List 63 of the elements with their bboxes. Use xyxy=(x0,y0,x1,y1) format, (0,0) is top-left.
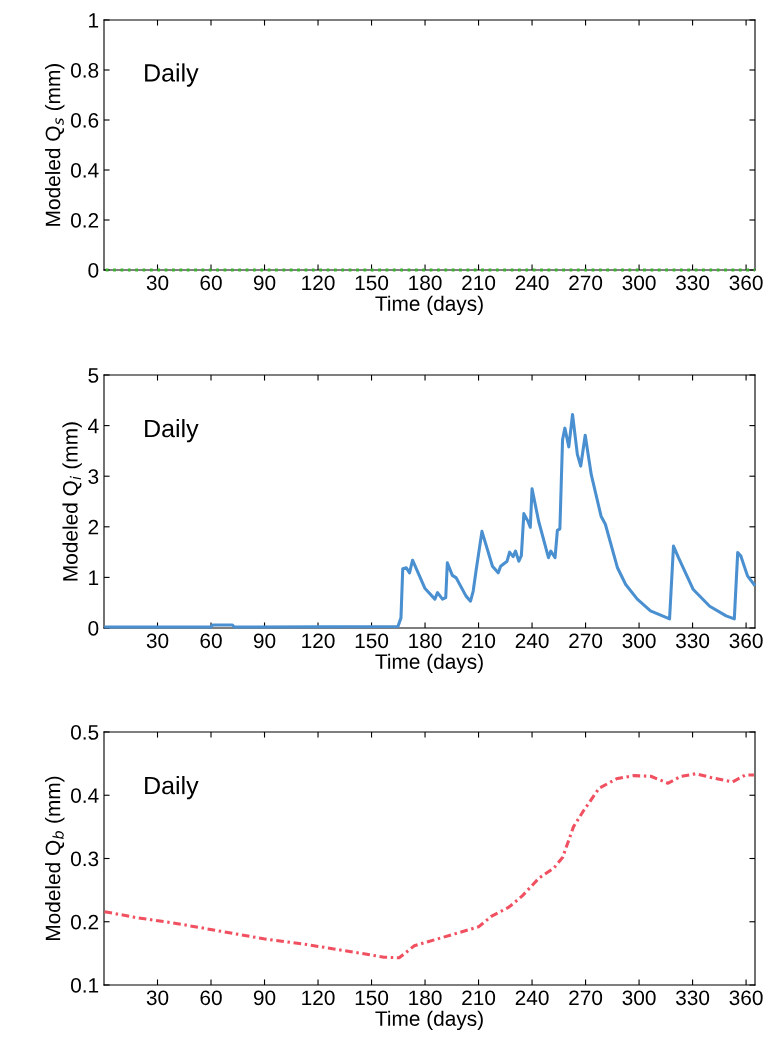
x-tick-label: 90 xyxy=(253,275,276,291)
x-tick-label: 300 xyxy=(622,633,656,649)
y-tick-label: 2 xyxy=(88,519,99,535)
x-tick-label: 330 xyxy=(675,633,710,649)
x-tick-label: 210 xyxy=(462,990,496,1006)
x-axis-title: Time (days) xyxy=(375,653,483,674)
y-axis-title: Modeled Q$_{b}$ (mm) xyxy=(45,776,65,941)
x-tick-label: 150 xyxy=(355,990,389,1006)
x-tick-label: 30 xyxy=(146,990,169,1006)
x-tick-label: 360 xyxy=(729,990,763,1006)
x-tick-label: 270 xyxy=(569,633,603,649)
x-tick-label: 120 xyxy=(302,990,335,1006)
y-tick-label: 0.5 xyxy=(70,725,99,740)
x-tick-label: 210 xyxy=(462,275,496,291)
y-tick-label: 3 xyxy=(88,469,99,484)
annotation: Daily xyxy=(145,63,199,87)
x-tick-label: 150 xyxy=(355,633,389,649)
y-tick-label: 0.3 xyxy=(70,851,99,867)
x-tick-label: 90 xyxy=(253,633,276,649)
x-axis-title: Time (days) xyxy=(375,1010,483,1031)
x-tick-label: 180 xyxy=(409,275,442,291)
y-tick-label: 0 xyxy=(88,263,99,278)
y-tick-label: 5 xyxy=(88,368,99,383)
x-tick-label: 120 xyxy=(302,633,335,649)
y-tick-label: 0 xyxy=(88,621,99,636)
x-tick-label: 360 xyxy=(729,633,763,649)
x-tick-label: 60 xyxy=(200,990,222,1006)
y-tick-label: 0.2 xyxy=(70,914,99,930)
x-tick-label: 240 xyxy=(515,990,549,1006)
x-tick-label: 210 xyxy=(462,633,496,649)
y-tick-label: 0.2 xyxy=(70,213,99,228)
x-tick-label: 240 xyxy=(515,275,549,291)
y-tick-label: 4 xyxy=(88,418,99,434)
x-tick-label: 240 xyxy=(515,633,549,649)
y-tick-label: 1 xyxy=(89,13,99,28)
annotation: Daily xyxy=(145,419,199,443)
x-tick-label: 60 xyxy=(200,633,222,649)
y-tick-label: 0.8 xyxy=(70,63,99,78)
y-axis-title: Modeled Q$_{i}$ (mm) xyxy=(62,422,82,581)
y-tick-label: 0.1 xyxy=(70,978,99,993)
y-tick-label: 0.4 xyxy=(70,788,99,803)
x-tick-label: 360 xyxy=(729,275,763,291)
x-tick-label: 300 xyxy=(622,990,656,1006)
x-tick-label: 30 xyxy=(146,633,169,649)
x-tick-label: 180 xyxy=(409,633,442,649)
x-tick-label: 270 xyxy=(569,275,603,291)
x-tick-label: 300 xyxy=(622,275,656,291)
y-tick-label: 1 xyxy=(89,570,99,585)
x-tick-label: 180 xyxy=(409,990,442,1006)
x-tick-label: 150 xyxy=(355,275,389,291)
y-tick-label: 0.4 xyxy=(70,163,99,178)
line-series xyxy=(103,772,756,960)
x-tick-label: 120 xyxy=(302,275,335,291)
x-tick-label: 270 xyxy=(569,990,603,1006)
y-axis-title: Modeled Q$_{s}$ (mm) xyxy=(45,64,65,226)
x-tick-label: 90 xyxy=(253,990,276,1006)
x-tick-label: 330 xyxy=(675,275,710,291)
x-tick-label: 30 xyxy=(146,275,169,291)
x-tick-label: 60 xyxy=(200,275,222,291)
y-tick-label: 0.6 xyxy=(70,113,99,128)
x-axis-title: Time (days) xyxy=(375,295,483,316)
x-tick-label: 330 xyxy=(675,990,710,1006)
annotation: Daily xyxy=(145,776,199,800)
